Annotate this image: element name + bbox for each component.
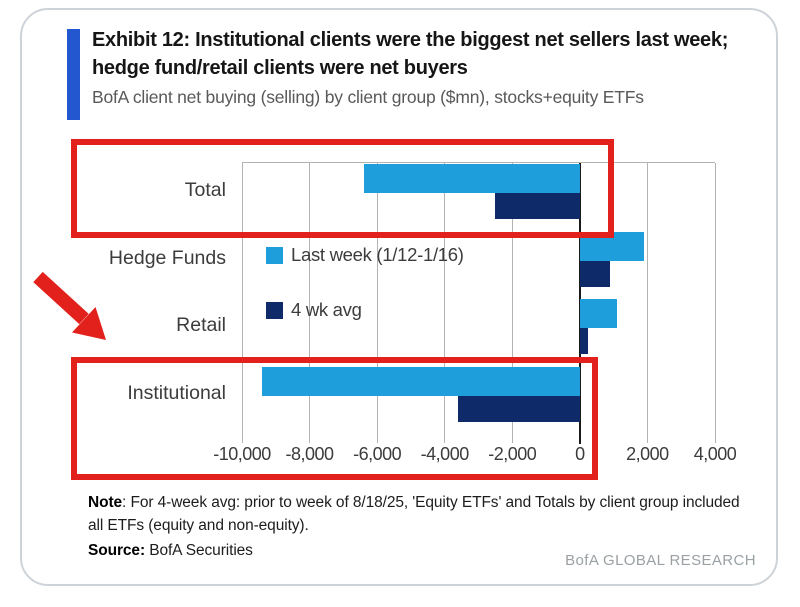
bar-institutional-last-week [262,366,580,396]
legend-swatch [266,301,283,319]
axis-tick [376,431,378,443]
gridline [241,163,243,431]
exhibit-title-line2: hedge fund/retail clients were net buyer… [92,57,468,79]
bar-institutional-4wk-avg [458,395,580,422]
category-label: Total [184,179,226,201]
gridline [444,163,446,431]
category-axis: Total Hedge Funds Retail Institutional [40,162,226,430]
bofa-global-research-watermark: BofA GLOBAL RESEARCH [565,552,756,569]
gridline [309,163,311,431]
x-tick-label: -8,000 [285,444,335,464]
axis-tick [309,431,311,443]
legend-swatch [266,246,283,264]
bar-total-4wk-avg [495,193,580,219]
bar-hedge-funds-4wk-avg [579,260,611,287]
source-line: Source: BofA Securities [88,539,743,562]
source-text: BofA Securities [145,542,253,559]
title-accent-bar [67,29,80,120]
footnote: Note: For 4-week avg: prior to week of 8… [88,491,743,562]
legend-label: 4 wk avg [291,299,362,320]
axis-tick [646,431,648,443]
x-tick-label: -6,000 [353,444,402,464]
gridline [376,163,378,431]
note-label: Note [88,494,123,511]
chart-legend: Last week (1/12-1/16) 4 wk avg [266,244,496,354]
red-highlight-box-institutional [71,357,598,480]
gridline [511,163,513,431]
x-tick-label: 0 [575,444,585,464]
axis-tick [511,431,513,443]
exhibit-title-line1: Exhibit 12: Institutional clients were t… [92,29,729,51]
legend-item: Last week (1/12-1/16) [266,244,464,266]
source-label: Source: [88,542,146,559]
gridline [646,163,648,431]
x-tick-label: 2,000 [626,444,669,464]
category-label: Hedge Funds [108,246,226,269]
category-label: Retail [176,314,226,336]
bar-retail-last-week [579,299,617,328]
gridline [714,163,716,431]
header: Exhibit 12: Institutional clients were t… [92,26,786,110]
legend-item: 4 wk avg [266,299,362,321]
red-highlight-box-total [71,139,614,238]
bar-retail-4wk-avg [579,328,589,354]
chart-subtitle: BofA client net buying (selling) by clie… [92,87,644,107]
bar-chart-plot-area: -10,000 -8,000 -6,000 -4,000 -2,000 0 2,000 4,0… [213,162,737,464]
category-label: Institutional [127,381,226,404]
x-tick-label: 4,000 [693,444,737,464]
red-arrow-icon [33,271,106,340]
x-tick-label: -2,000 [488,444,537,464]
axis-tick [444,431,446,443]
page-border-frame [20,8,778,586]
x-tick-label: -4,000 [420,444,470,464]
axis-tick [241,431,243,443]
axis-tick [714,431,716,443]
bar-total-last-week [363,164,580,193]
note-text: : For 4-week avg: prior to week of 8/18/… [88,494,740,534]
legend-label: Last week (1/12-1/16) [291,244,464,265]
x-tick-label: -10,000 [213,444,271,464]
